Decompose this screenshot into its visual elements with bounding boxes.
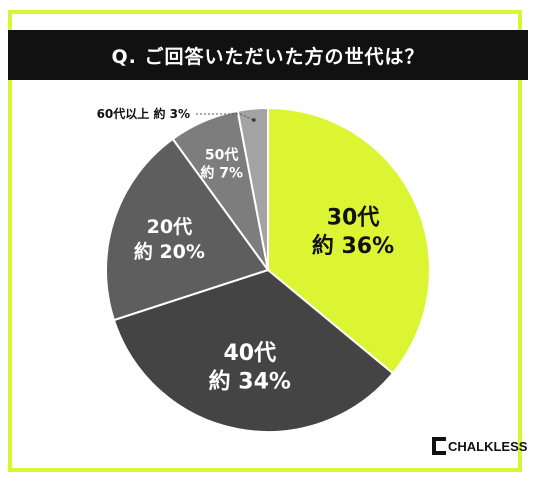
slice-value-label: 約 36% <box>312 233 394 259</box>
chart-frame <box>8 10 522 472</box>
pie-slice-1 <box>267 106 431 375</box>
leader-dot <box>252 118 256 122</box>
chart-title: Q. ご回答いただいた方の世代は？ <box>111 45 425 68</box>
slice-category-label: 40代 <box>223 341 276 366</box>
brand-logo: CHALKLESS <box>432 437 527 455</box>
pie-slice-2 <box>112 268 395 433</box>
pie-slice-3 <box>105 137 270 322</box>
slice-category-label: 20代 <box>147 216 192 238</box>
brand-name: CHALKLESS <box>448 438 528 454</box>
slice-category-label: 30代 <box>327 205 380 230</box>
slice-value-label: 約 7% <box>200 165 243 182</box>
slice-value-label: 約 34% <box>209 369 291 395</box>
slice-category-label: 50代 <box>205 146 238 163</box>
pie-slice-5 <box>236 106 269 271</box>
leader-line <box>196 113 255 121</box>
slice-outside-label: 60代以上 約 3% <box>97 106 190 121</box>
chalkless-logo-icon <box>432 437 446 455</box>
title-bar: Q. ご回答いただいた方の世代は？ <box>8 30 528 80</box>
slice-value-label: 約 20% <box>134 240 205 263</box>
